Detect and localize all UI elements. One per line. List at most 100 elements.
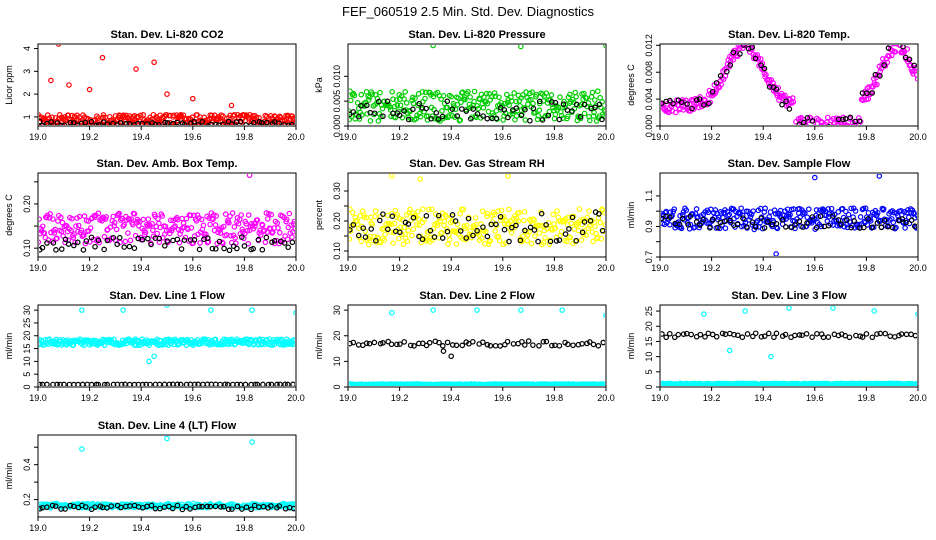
data-point — [71, 242, 77, 249]
data-point — [540, 338, 547, 345]
data-point — [349, 340, 353, 347]
data-point — [786, 106, 793, 112]
data-point — [497, 343, 504, 349]
y-tick-label: 30 — [332, 305, 342, 315]
data-point — [533, 92, 540, 98]
x-tick-label: 19.6 — [494, 263, 512, 273]
data-point — [817, 127, 821, 131]
data-point — [787, 211, 793, 218]
data-point — [394, 102, 401, 109]
data-point — [520, 233, 526, 239]
data-point — [501, 213, 507, 220]
data-point — [861, 224, 867, 231]
data-point — [821, 223, 828, 230]
data-point — [891, 45, 896, 47]
data-point-outlier — [208, 307, 214, 313]
data-point — [773, 224, 780, 231]
data-point-outlier — [915, 311, 917, 317]
data-point — [350, 339, 357, 346]
chart-title: Stan. Dev. Line 4 (LT) Flow — [98, 420, 237, 432]
data-point — [800, 224, 806, 230]
data-point — [111, 223, 117, 229]
data-point — [231, 224, 238, 230]
data-point — [67, 119, 74, 125]
data-point — [360, 225, 367, 231]
data-point — [670, 100, 676, 107]
data-point — [844, 122, 851, 125]
data-point — [479, 208, 486, 214]
data-point — [164, 238, 171, 244]
x-tick-label: 20.0 — [287, 132, 305, 142]
data-point — [58, 214, 64, 221]
data-point — [782, 224, 789, 230]
data-point-outlier — [474, 307, 480, 313]
y-tick-label: 10 — [644, 352, 654, 362]
data-point — [232, 235, 238, 241]
data-point — [842, 123, 848, 125]
data-point — [497, 213, 504, 220]
data-point — [113, 226, 120, 233]
data-point — [552, 342, 558, 349]
chart-panel: Stan. Dev. Gas Stream RH percent 19.0 19.2 1… — [314, 158, 615, 273]
data-point — [734, 221, 741, 228]
data-point — [671, 334, 678, 341]
data-point — [101, 233, 108, 240]
data-point — [536, 98, 543, 105]
data-point-outlier — [811, 174, 818, 181]
data-point — [198, 216, 205, 223]
data-point — [71, 231, 77, 237]
data-point — [170, 237, 176, 244]
data-point — [234, 111, 241, 118]
data-point — [906, 56, 913, 63]
data-point — [380, 340, 386, 346]
data-point — [477, 96, 483, 103]
data-point — [793, 128, 797, 132]
data-point — [74, 239, 81, 246]
data-point — [517, 237, 524, 244]
data-point — [898, 331, 905, 337]
data-point — [95, 210, 102, 217]
x-tick-label: 19.6 — [494, 132, 512, 142]
data-point — [693, 219, 700, 225]
plot-frame — [37, 434, 297, 518]
data-point — [126, 120, 132, 125]
data-point — [354, 218, 360, 224]
plot-frame — [659, 304, 919, 388]
y-tick-label: 0.9 — [644, 220, 654, 233]
data-point — [418, 239, 425, 246]
x-tick-label: 19.4 — [754, 132, 772, 142]
data-point — [142, 229, 149, 236]
data-point — [484, 233, 491, 240]
data-point — [74, 122, 81, 125]
data-point — [752, 55, 759, 62]
data-point — [804, 214, 810, 221]
data-point — [53, 247, 59, 253]
data-point — [131, 245, 138, 251]
data-point — [762, 205, 768, 212]
data-point — [220, 121, 226, 125]
data-point — [792, 128, 796, 132]
data-point — [484, 100, 491, 107]
data-point — [749, 45, 756, 50]
data-point — [581, 110, 588, 117]
data-point — [268, 381, 275, 386]
data-point — [254, 381, 261, 386]
data-point — [164, 120, 171, 125]
data-point — [439, 235, 446, 241]
data-point — [385, 338, 392, 345]
data-point — [411, 343, 417, 349]
data-point — [900, 45, 906, 50]
data-point — [355, 113, 362, 120]
data-point — [168, 217, 174, 224]
data-point — [696, 96, 703, 102]
data-point — [496, 94, 502, 101]
data-point-outlier — [417, 176, 424, 182]
data-point — [522, 106, 528, 113]
data-point — [763, 71, 769, 78]
data-point — [47, 210, 53, 217]
data-point — [480, 339, 486, 346]
data-point — [741, 45, 747, 47]
data-point — [410, 214, 417, 221]
data-point — [415, 216, 422, 222]
data-point — [145, 216, 152, 222]
